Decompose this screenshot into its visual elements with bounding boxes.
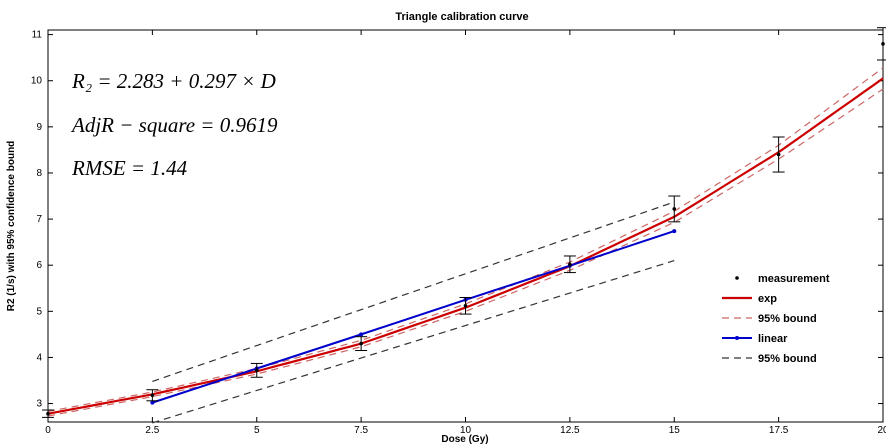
linear-fit-line (152, 230, 675, 404)
measurement-point (359, 341, 363, 346)
legend-label: 95% bound (758, 353, 817, 365)
annotation-rmse: RMSE = 1.44 (71, 156, 188, 180)
x-tick-label: 12.5 (560, 425, 580, 436)
measurement-point (254, 368, 259, 373)
x-tick-label: 17.5 (769, 425, 789, 436)
y-tick-label: 3 (36, 399, 42, 410)
x-tick-label: 5 (254, 425, 260, 436)
y-tick-label: 8 (36, 168, 42, 179)
legend-swatch-dot (735, 276, 739, 280)
confidence-bound-line (152, 201, 675, 382)
x-tick-label: 20 (877, 425, 886, 436)
y-axis-label: R2 (1/s) with 95% confidence bound (6, 141, 17, 312)
y-tick-label: 7 (36, 214, 42, 225)
y-tick-label: 9 (36, 122, 42, 133)
confidence-bound-line (152, 260, 675, 424)
linear-fit-point (359, 332, 364, 337)
measurement-point (672, 207, 677, 211)
confidence-bound-line (47, 88, 884, 417)
x-axis-ticks: 0 2.5 5 7.5 10 12.5 15 17.5 20 (45, 30, 886, 436)
annotation-equation: R₂ = 2.283 + 0.297 × D (71, 69, 276, 93)
measurement-point (150, 393, 155, 398)
measurement-point (46, 411, 50, 416)
legend: measurement exp 95% bound linear 95% bound (722, 273, 830, 365)
y-tick-label: 5 (36, 306, 42, 317)
annotation-adj-r-square: AdjR − square = 0.9619 (70, 113, 278, 137)
linear-fit-point (672, 229, 677, 234)
x-tick-label: 10 (460, 425, 472, 436)
legend-label: linear (758, 333, 788, 345)
x-axis-label: Dose (Gy) (441, 434, 488, 445)
x-tick-label: 7.5 (354, 425, 368, 436)
legend-label: measurement (758, 273, 830, 285)
y-axis-ticks: 3 4 5 6 7 8 9 10 11 (31, 30, 883, 410)
x-tick-label: 0 (45, 425, 51, 436)
measurement-point (881, 42, 885, 46)
y-tick-label: 4 (36, 352, 42, 363)
measurement-point (463, 303, 468, 308)
legend-swatch-dot (735, 336, 739, 340)
legend-label: 95% bound (758, 313, 817, 325)
series-layer (42, 27, 886, 424)
chart-title: Triangle calibration curve (395, 11, 528, 23)
y-tick-label: 11 (32, 30, 43, 41)
measurement-point (568, 262, 572, 267)
legend-label: exp (758, 293, 777, 305)
measurement-point (776, 152, 781, 157)
x-tick-label: 15 (669, 425, 681, 436)
y-tick-label: 10 (31, 76, 43, 87)
linear-fit-point (150, 400, 155, 405)
x-tick-label: 2.5 (145, 425, 159, 436)
y-tick-label: 6 (36, 260, 42, 271)
